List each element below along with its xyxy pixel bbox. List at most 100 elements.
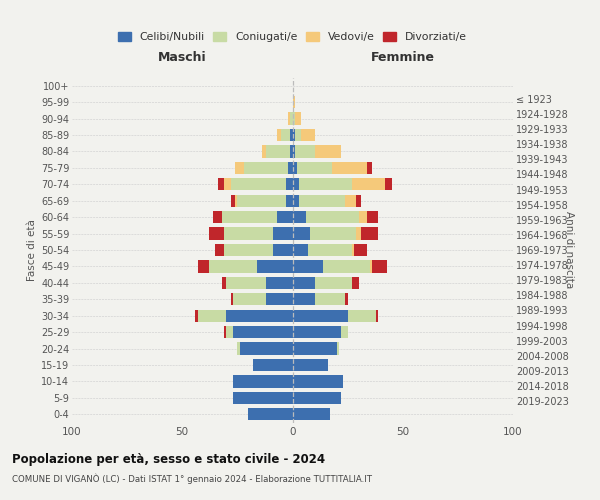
Bar — [352, 276, 359, 289]
Bar — [346, 194, 356, 207]
Bar — [293, 112, 295, 124]
Bar — [288, 112, 290, 124]
Bar — [354, 244, 367, 256]
Bar — [352, 178, 385, 190]
Text: COMUNE DI VIGANÒ (LC) - Dati ISTAT 1° gennaio 2024 - Elaborazione TUTTITALIA.IT: COMUNE DI VIGANÒ (LC) - Dati ISTAT 1° ge… — [12, 474, 372, 484]
Bar — [299, 194, 346, 207]
Bar — [215, 244, 224, 256]
Bar — [293, 276, 314, 289]
Bar — [299, 178, 352, 190]
Bar — [293, 359, 328, 371]
Bar — [224, 244, 272, 256]
Bar — [359, 211, 367, 224]
Bar — [231, 194, 235, 207]
Bar — [314, 146, 341, 158]
Bar — [293, 96, 295, 108]
Bar — [238, 342, 239, 354]
Bar — [367, 211, 379, 224]
Bar — [376, 310, 379, 322]
Bar — [226, 310, 293, 322]
Bar — [293, 194, 299, 207]
Text: Femmine: Femmine — [371, 52, 435, 64]
Bar — [239, 342, 293, 354]
Bar — [266, 293, 293, 306]
Bar — [293, 129, 295, 141]
Bar — [288, 162, 293, 174]
Bar — [293, 146, 295, 158]
Bar — [266, 276, 293, 289]
Bar — [290, 146, 293, 158]
Bar — [209, 260, 257, 272]
Bar — [253, 359, 293, 371]
Bar — [244, 162, 288, 174]
Bar — [233, 293, 266, 306]
Bar — [290, 112, 293, 124]
Bar — [266, 146, 290, 158]
Bar — [347, 310, 376, 322]
Bar — [301, 129, 314, 141]
Bar — [385, 178, 392, 190]
Y-axis label: Anni di nascita: Anni di nascita — [564, 212, 574, 288]
Y-axis label: Fasce di età: Fasce di età — [26, 219, 37, 281]
Bar — [341, 326, 347, 338]
Bar — [297, 162, 332, 174]
Bar — [372, 260, 388, 272]
Bar — [332, 162, 367, 174]
Bar — [293, 244, 308, 256]
Bar — [238, 194, 286, 207]
Bar — [293, 162, 297, 174]
Bar — [222, 211, 277, 224]
Bar — [272, 228, 293, 239]
Bar — [293, 211, 306, 224]
Bar — [286, 194, 293, 207]
Bar — [209, 228, 224, 239]
Bar — [293, 178, 299, 190]
Bar — [293, 326, 341, 338]
Bar — [281, 129, 290, 141]
Bar — [286, 178, 293, 190]
Bar — [308, 244, 352, 256]
Bar — [224, 178, 231, 190]
Bar — [356, 194, 361, 207]
Bar — [272, 244, 293, 256]
Bar — [233, 326, 293, 338]
Bar — [277, 211, 293, 224]
Bar — [293, 228, 310, 239]
Bar — [370, 260, 372, 272]
Bar — [222, 276, 226, 289]
Bar — [224, 326, 226, 338]
Bar — [352, 244, 354, 256]
Text: Popolazione per età, sesso e stato civile - 2024: Popolazione per età, sesso e stato civil… — [12, 452, 325, 466]
Bar — [226, 276, 266, 289]
Bar — [295, 112, 301, 124]
Bar — [231, 293, 233, 306]
Bar — [310, 228, 356, 239]
Bar — [231, 178, 286, 190]
Bar — [293, 293, 314, 306]
Bar — [257, 260, 293, 272]
Bar — [235, 194, 238, 207]
Bar — [323, 260, 370, 272]
Bar — [293, 408, 330, 420]
Bar — [197, 310, 226, 322]
Bar — [295, 129, 301, 141]
Text: Maschi: Maschi — [158, 52, 206, 64]
Bar — [306, 211, 359, 224]
Bar — [197, 260, 209, 272]
Bar — [337, 342, 339, 354]
Bar — [226, 326, 233, 338]
Bar — [218, 178, 224, 190]
Bar — [314, 276, 352, 289]
Bar — [235, 162, 244, 174]
Bar — [277, 129, 281, 141]
Bar — [248, 408, 293, 420]
Bar — [290, 129, 293, 141]
Bar — [346, 293, 347, 306]
Bar — [233, 392, 293, 404]
Bar — [356, 228, 361, 239]
Bar — [213, 211, 222, 224]
Bar — [224, 228, 272, 239]
Bar — [233, 376, 293, 388]
Bar — [293, 260, 323, 272]
Bar — [262, 146, 266, 158]
